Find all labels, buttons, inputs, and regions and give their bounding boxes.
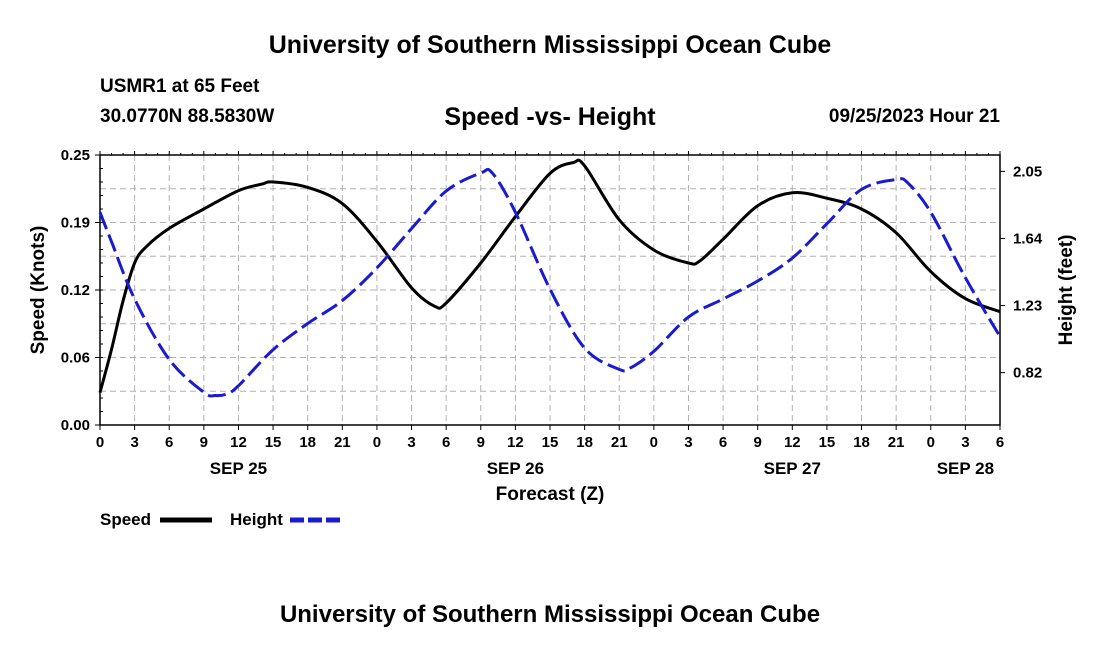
y-tick-label: 0.06: [61, 350, 90, 367]
day-label: SEP 27: [764, 459, 821, 478]
y-tick-label: 0.12: [61, 282, 90, 299]
y2-tick-label: 1.64: [1013, 230, 1043, 247]
y-tick-label: 0.00: [61, 417, 90, 434]
x-tick-label: 12: [507, 434, 524, 451]
x-tick-label: 0: [650, 434, 658, 451]
x-tick-label: 18: [853, 434, 870, 451]
tick-marks: [95, 151, 1005, 430]
y-axis-label: Speed (Knots): [28, 226, 49, 355]
x-tick-label: 3: [407, 434, 415, 451]
x-tick-label: 18: [576, 434, 593, 451]
x-tick-label: 6: [996, 434, 1004, 451]
forecast-datetime: 09/25/2023 Hour 21: [828, 106, 1000, 127]
x-tick-label: 15: [542, 434, 559, 451]
x-tick-label: 12: [230, 434, 247, 451]
x-tick-label: 21: [334, 434, 351, 451]
y2-tick-label: 0.82: [1013, 365, 1042, 382]
x-tick-label: 3: [961, 434, 969, 451]
x-tick-label: 3: [684, 434, 692, 451]
y-tick-label: 0.25: [61, 147, 90, 164]
station-name: USMR1 at 65 Feet: [100, 76, 260, 97]
chart-title: Speed -vs- Height: [444, 103, 656, 131]
x-tick-label: 6: [442, 434, 450, 451]
x-tick-label: 0: [96, 434, 104, 451]
x-tick-label: 18: [299, 434, 316, 451]
x-tick-label: 6: [165, 434, 173, 451]
x-tick-label: 21: [611, 434, 628, 451]
day-label: SEP 25: [210, 459, 267, 478]
station-coordinates: 30.0770N 88.5830W: [100, 106, 275, 127]
x-tick-label: 0: [373, 434, 381, 451]
footer-title: University of Southern Mississippi Ocean…: [279, 601, 821, 628]
day-label: SEP 28: [937, 459, 994, 478]
y2-tick-label: 2.05: [1013, 163, 1042, 180]
x-tick-label: 12: [784, 434, 801, 451]
x-tick-label: 6: [719, 434, 727, 451]
main-title: University of Southern Mississippi Ocean…: [268, 31, 832, 59]
x-tick-label: 15: [819, 434, 836, 451]
x-tick-label: 3: [130, 434, 138, 451]
x-tick-label: 0: [927, 434, 935, 451]
legend-height-label: Height: [230, 510, 283, 529]
axis-labels: 0 3 6 9 12 15 18 21 0 3 6 9 12 15 18 21 0 3 6 9 12 15 18 21 0 3 6S…: [61, 147, 1043, 478]
height-series-line: [98, 167, 1002, 398]
y2-tick-label: 1.23: [1013, 298, 1042, 315]
x-tick-label: 9: [754, 434, 762, 451]
x-tick-label: 9: [200, 434, 208, 451]
series-lines: [98, 158, 1002, 398]
speed-series-line: [98, 158, 1001, 393]
x-tick-label: 9: [477, 434, 485, 451]
day-label: SEP 26: [487, 459, 544, 478]
y-tick-label: 0.19: [61, 215, 90, 232]
x-tick-label: 21: [888, 434, 905, 451]
grid: [100, 155, 1000, 425]
y2-axis-label: Height (feet): [1056, 235, 1077, 346]
x-axis-label: Forecast (Z): [496, 484, 605, 505]
legend-speed-label: Speed: [100, 510, 151, 529]
x-tick-label: 15: [265, 434, 282, 451]
